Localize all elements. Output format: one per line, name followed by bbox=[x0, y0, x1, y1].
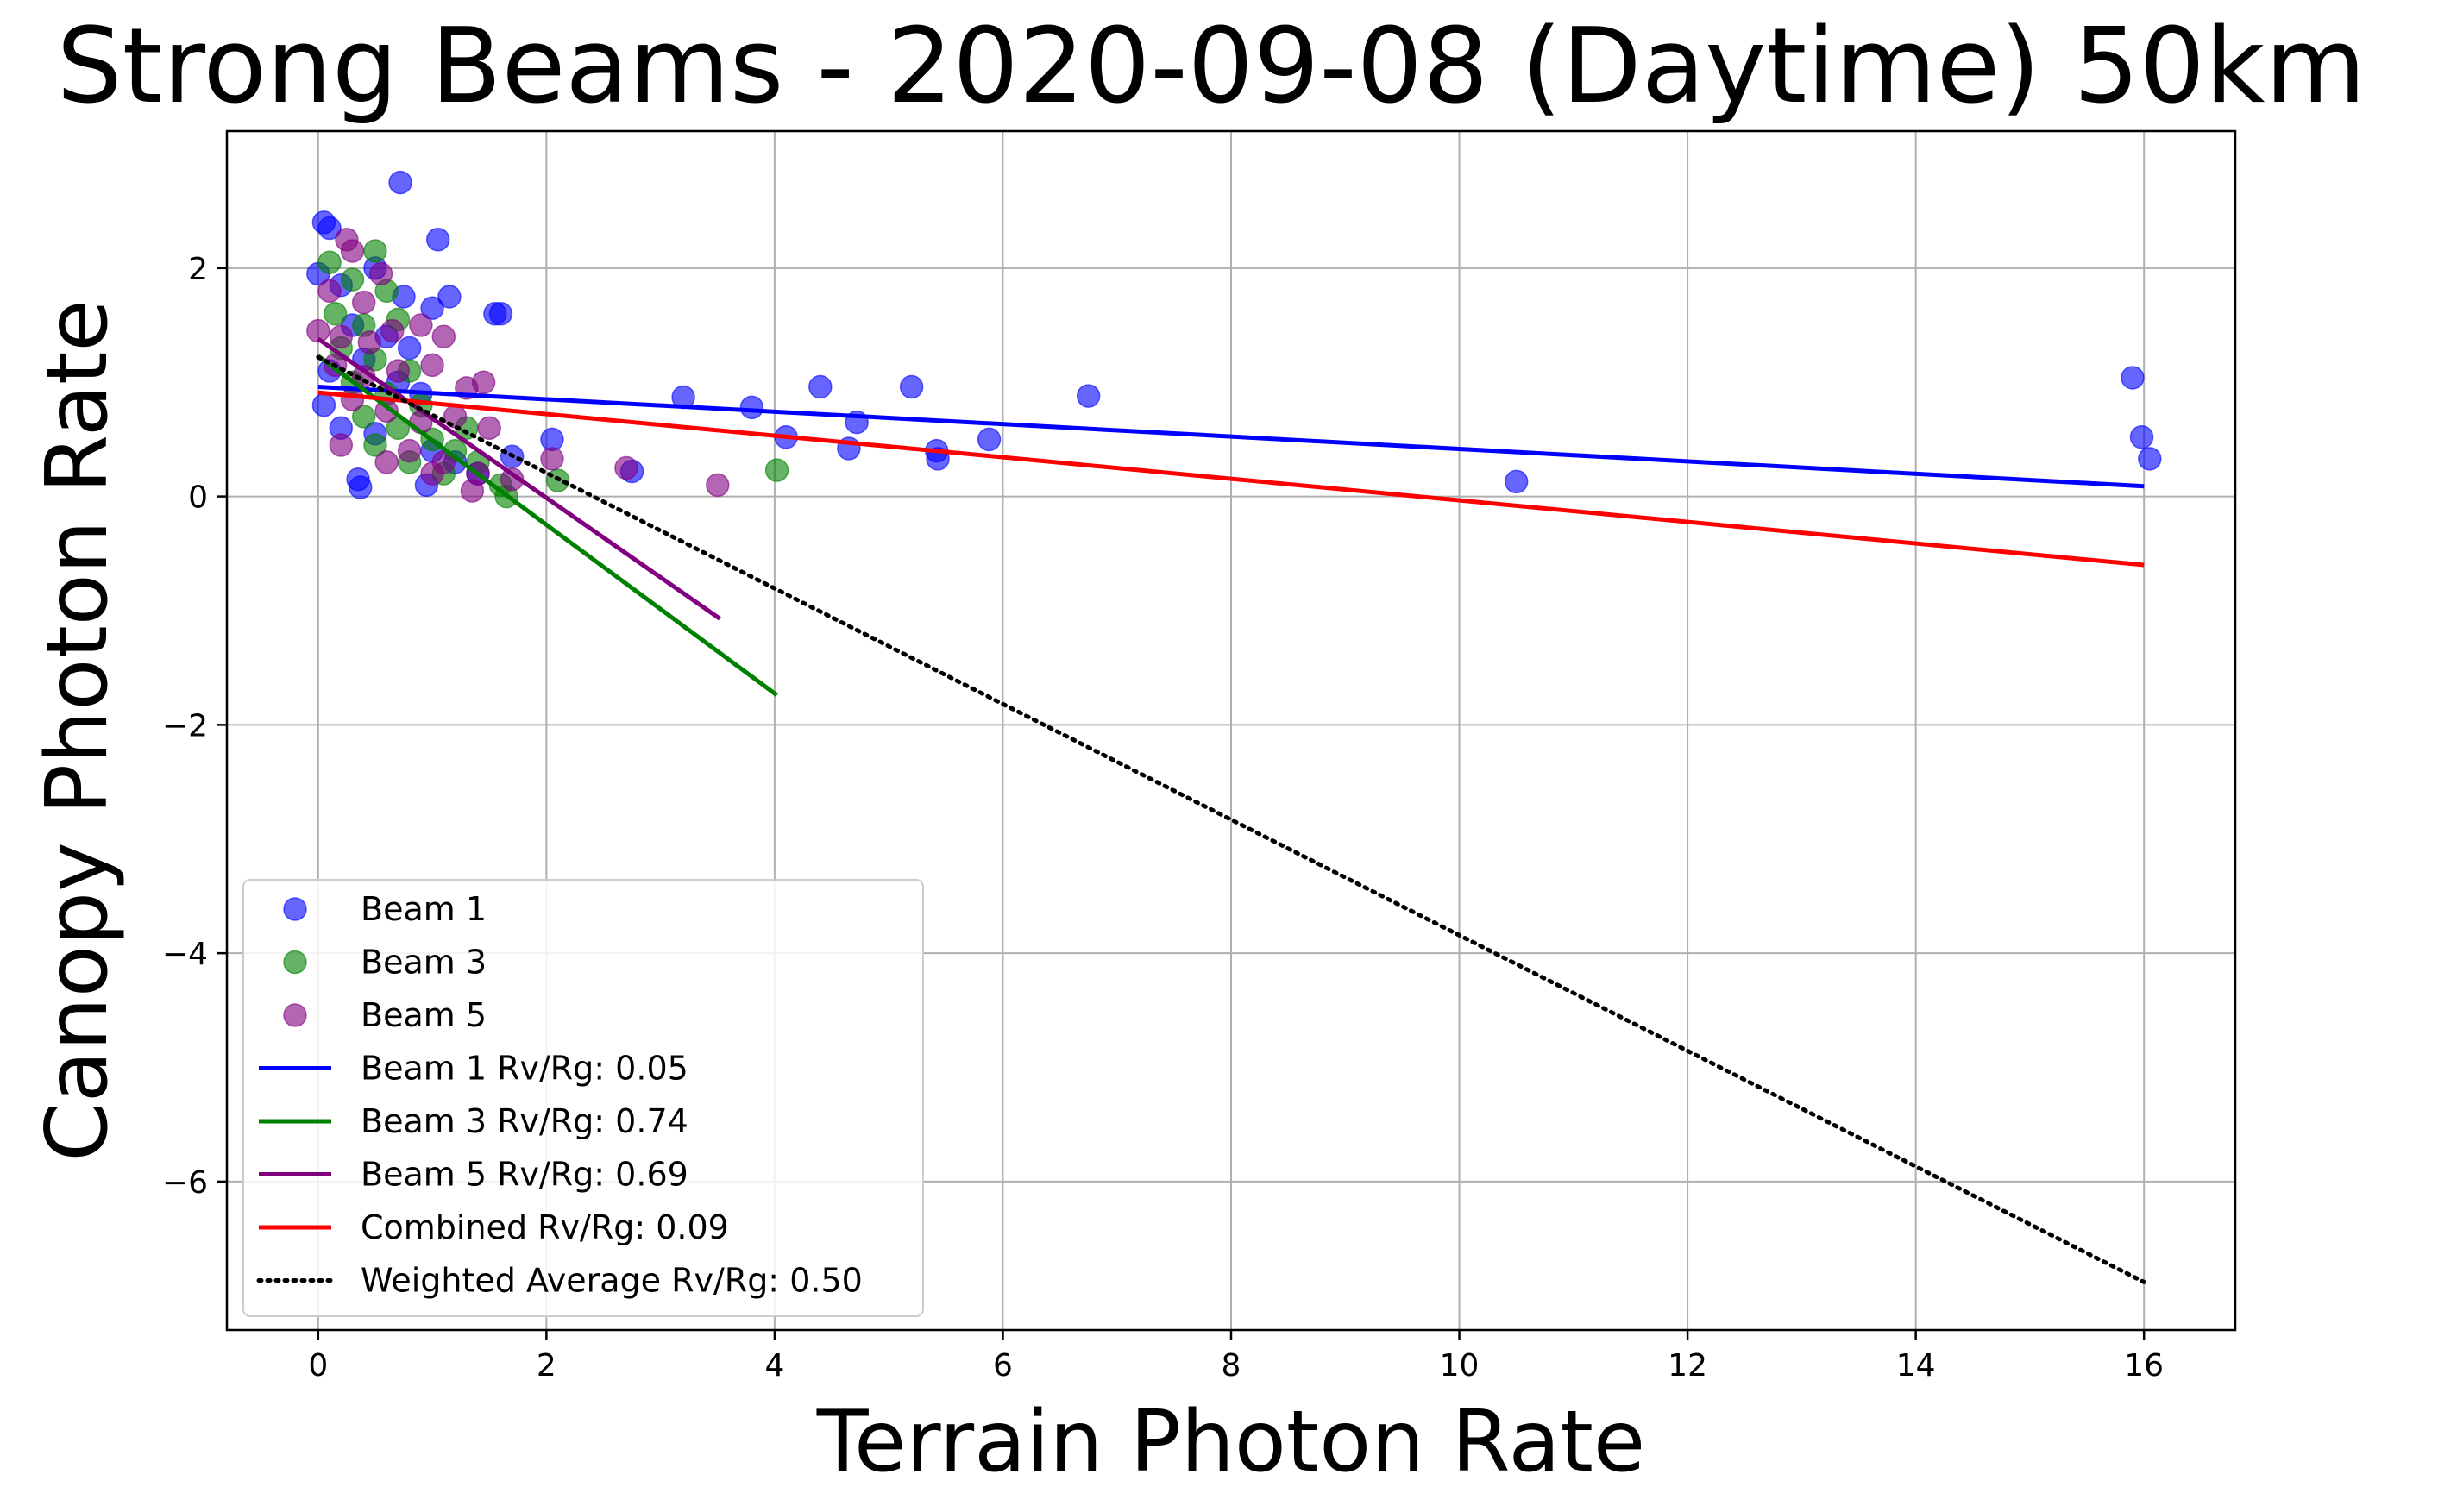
x-tick-label: 0 bbox=[308, 1348, 328, 1383]
scatter-point bbox=[808, 374, 833, 399]
scatter-point bbox=[340, 387, 365, 411]
scatter-point bbox=[311, 392, 336, 417]
legend-marker bbox=[283, 950, 307, 975]
fit-line bbox=[317, 354, 779, 697]
scatter-point bbox=[739, 395, 764, 420]
legend-label: Weighted Average Rv/Rg: 0.50 bbox=[361, 1262, 863, 1300]
scatter-point bbox=[899, 374, 924, 399]
scatter-point bbox=[471, 370, 496, 394]
axis-ticks: 0 2 4 6 8 10 12 14 16 −6 −4 −2 0 2 bbox=[162, 252, 2164, 1383]
y-tick-label: −6 bbox=[162, 1165, 208, 1201]
x-tick-label: 12 bbox=[1668, 1348, 1707, 1383]
legend-label: Beam 3 Rv/Rg: 0.74 bbox=[361, 1102, 688, 1140]
scatter-point bbox=[397, 438, 422, 463]
scatter-point bbox=[329, 324, 354, 349]
legend-label: Beam 3 bbox=[361, 944, 487, 982]
scatter-point bbox=[437, 285, 462, 309]
y-tick-label: −2 bbox=[162, 708, 208, 743]
scatter-point bbox=[420, 353, 444, 378]
scatter-point bbox=[425, 228, 450, 252]
legend-label: Beam 1 Rv/Rg: 0.05 bbox=[361, 1050, 688, 1088]
scatter-point bbox=[1076, 384, 1101, 408]
scatter-point bbox=[477, 416, 501, 440]
scatter-point bbox=[420, 296, 444, 320]
x-tick-label: 8 bbox=[1222, 1348, 1241, 1383]
x-tick-label: 6 bbox=[993, 1348, 1013, 1383]
scatter-point bbox=[2121, 366, 2145, 390]
x-tick-label: 4 bbox=[764, 1348, 784, 1383]
x-tick-label: 16 bbox=[2124, 1348, 2164, 1383]
scatter-point bbox=[306, 318, 330, 343]
legend-label: Combined Rv/Rg: 0.09 bbox=[361, 1208, 729, 1246]
scatter-point bbox=[368, 261, 393, 286]
y-tick-label: 2 bbox=[188, 252, 208, 287]
scatter-point bbox=[397, 336, 422, 361]
scatter-point bbox=[357, 330, 382, 354]
scatter-point bbox=[363, 433, 387, 457]
scatter-point bbox=[363, 239, 387, 263]
scatter-point bbox=[2129, 425, 2154, 449]
scatter-point bbox=[977, 427, 1002, 452]
x-tick-label: 10 bbox=[1440, 1348, 1480, 1383]
series-layer bbox=[306, 170, 2162, 1284]
fit-line bbox=[317, 390, 2145, 568]
scatter-point bbox=[706, 473, 730, 498]
scatter-point bbox=[374, 450, 399, 474]
scatter-point bbox=[460, 479, 485, 503]
x-tick-label: 2 bbox=[537, 1348, 556, 1383]
series-beam-1 bbox=[306, 170, 2162, 499]
scatter-point bbox=[380, 318, 405, 343]
scatter-point bbox=[614, 455, 638, 480]
scatter-point bbox=[323, 302, 348, 326]
y-tick-label: −4 bbox=[162, 937, 208, 972]
x-tick-label: 14 bbox=[1896, 1348, 1936, 1383]
scatter-point bbox=[420, 461, 444, 486]
scatter-point bbox=[351, 405, 376, 429]
legend-marker bbox=[283, 897, 307, 921]
scatter-point bbox=[386, 359, 411, 383]
legend-box bbox=[242, 879, 924, 1317]
scatter-point bbox=[409, 313, 433, 337]
legend-label: Beam 5 bbox=[361, 996, 487, 1034]
scatter-point bbox=[351, 290, 376, 315]
scatter-point bbox=[2138, 447, 2162, 471]
fit-line bbox=[317, 336, 721, 621]
legend-label: Beam 5 Rv/Rg: 0.69 bbox=[361, 1156, 688, 1194]
fit-line bbox=[317, 385, 2145, 489]
y-tick-label: 0 bbox=[188, 480, 208, 516]
fit-line bbox=[316, 354, 2146, 1284]
scatter-point bbox=[349, 475, 373, 499]
series-beam-5 bbox=[306, 228, 730, 503]
scatter-point bbox=[431, 324, 456, 349]
scatter-point bbox=[388, 170, 412, 195]
scatter-point bbox=[340, 239, 365, 263]
legend-marker bbox=[283, 1003, 307, 1027]
scatter-point bbox=[317, 216, 342, 241]
legend-label: Beam 1 bbox=[361, 890, 487, 928]
scatter-point bbox=[317, 279, 342, 304]
scatter-point bbox=[488, 302, 513, 326]
chart-title: Strong Beams - 2020-09-08 (Daytime) 50km bbox=[57, 7, 2366, 127]
scatter-point bbox=[329, 433, 354, 457]
grid bbox=[227, 131, 2235, 1330]
scatter-point bbox=[340, 267, 365, 292]
scatter-point bbox=[540, 447, 564, 471]
scatter-point bbox=[764, 458, 789, 482]
scatter-point bbox=[317, 250, 342, 274]
scatter-point bbox=[1504, 469, 1529, 494]
y-axis-label: Canopy Photon Rate bbox=[28, 299, 127, 1161]
x-axis-label: Terrain Photon Rate bbox=[816, 1393, 1645, 1491]
legend: Beam 1 Beam 3 Beam 5 Beam 1 Rv/Rg: 0.05 Beam… bbox=[242, 879, 924, 1317]
